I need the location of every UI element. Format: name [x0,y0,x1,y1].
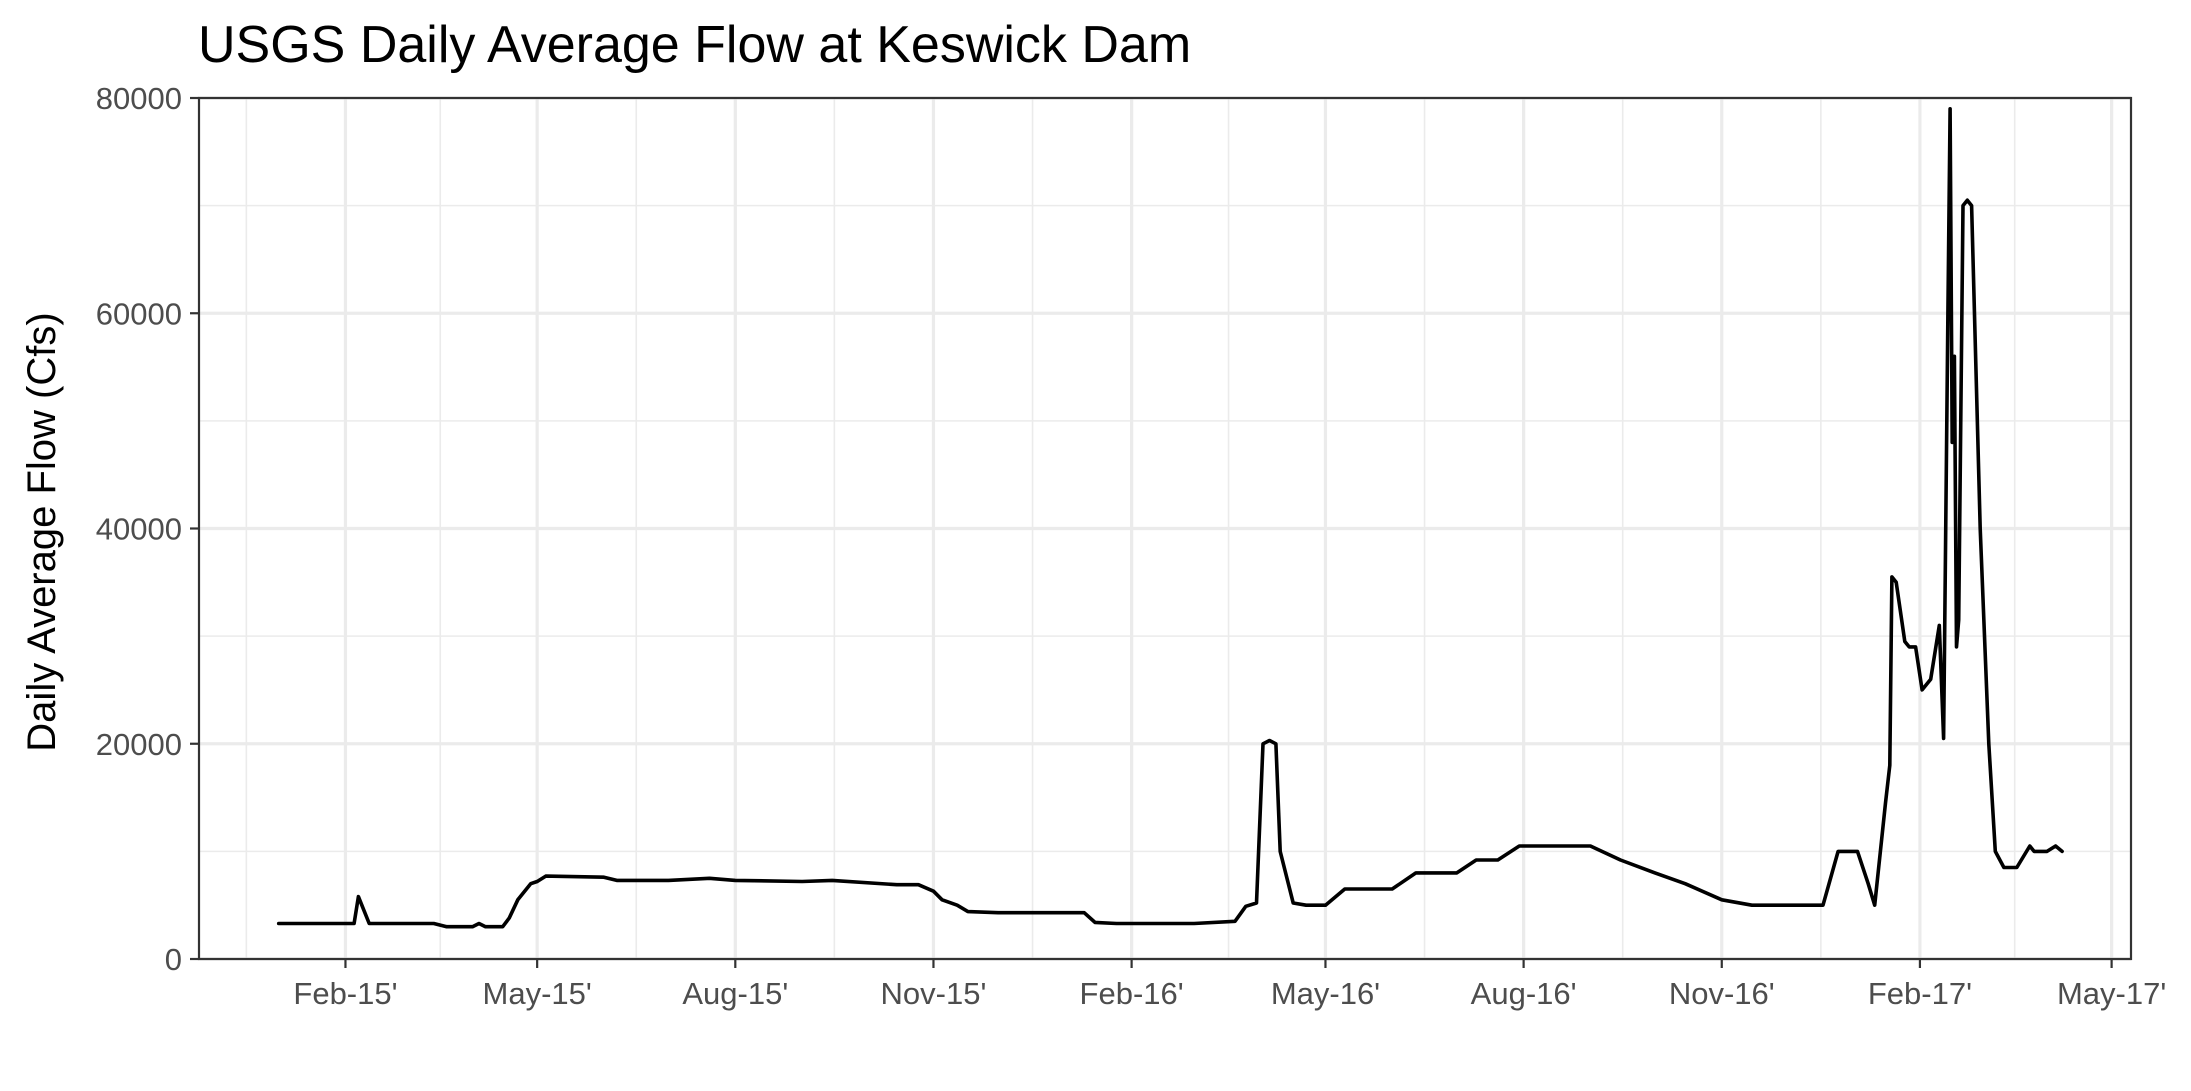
y-tick-label: 20000 [96,727,182,762]
x-tick-label: Nov-16' [1669,976,1775,1011]
series-layer [276,107,2064,929]
chart-title: USGS Daily Average Flow at Keswick Dam [198,16,1191,74]
y-tick-label: 0 [165,942,182,977]
y-tick-label: 80000 [96,81,182,116]
x-tick-label: Nov-15' [881,976,987,1011]
x-tick-label: Aug-16' [1471,976,1577,1011]
x-tick-label: May-15' [483,976,592,1011]
x-tick-label: Feb-16' [1080,976,1184,1011]
major-gridlines [199,96,2131,961]
series-line-flow [276,107,2064,929]
x-tick-label: Feb-17' [1868,976,1972,1011]
y-tick-label: 60000 [96,296,182,331]
x-tick-label: Aug-15' [682,976,788,1011]
y-axis: 0 20000 40000 60000 80000 [96,81,199,977]
x-tick-label: May-16' [1271,976,1380,1011]
x-tick-label: May-17' [2057,976,2166,1011]
x-axis: Feb-15' May-15' Aug-15' Nov-15' Feb-16' May-1… [293,959,2166,1011]
y-axis-title: Daily Average Flow (Cfs) [20,312,64,751]
y-tick-label: 40000 [96,512,182,547]
x-tick-label: Feb-15' [293,976,397,1011]
